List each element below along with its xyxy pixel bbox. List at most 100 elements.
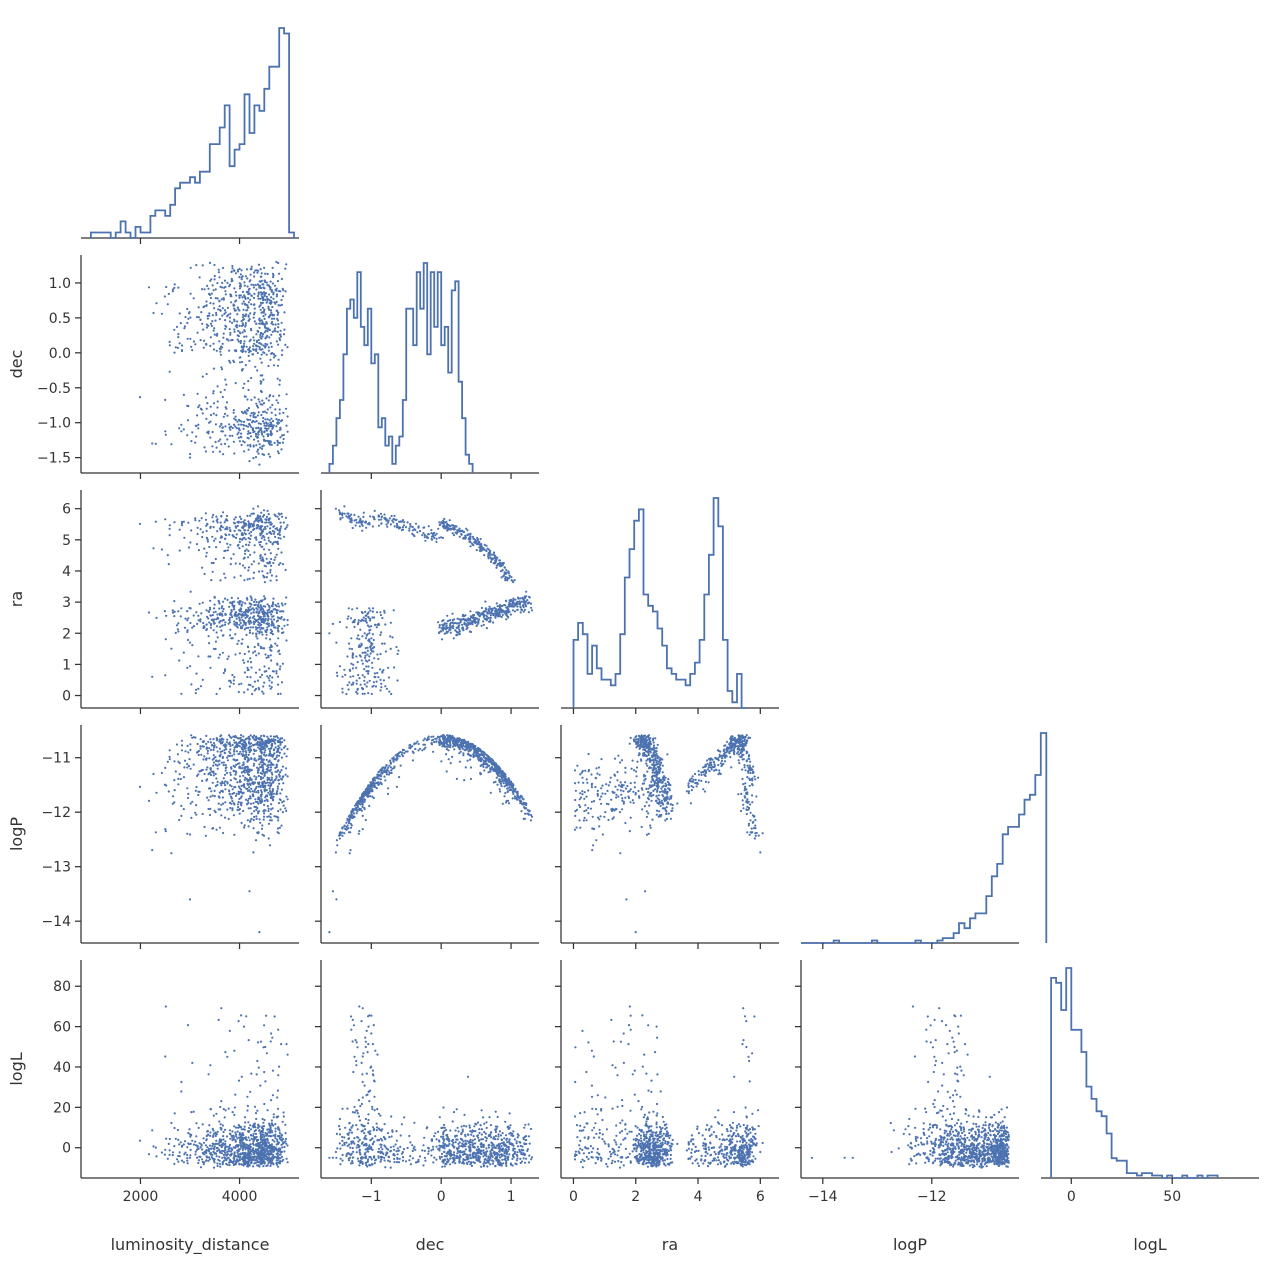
scatter-point [226, 808, 229, 811]
scatter-point [261, 301, 264, 304]
scatter-point [280, 321, 283, 324]
scatter-point [229, 543, 232, 546]
scatter-point [255, 808, 258, 812]
scatter-point [253, 551, 256, 554]
scatter-point [280, 277, 283, 281]
scatter-point [516, 605, 519, 608]
scatter-point [240, 642, 243, 645]
scatter-point [267, 349, 270, 352]
scatter-point [248, 351, 251, 354]
scatter-point [183, 536, 186, 539]
scatter-point [240, 821, 243, 825]
scatter-point [249, 605, 252, 608]
scatter-point [460, 618, 463, 621]
scatter-point [249, 595, 252, 598]
scatter-point [187, 546, 191, 549]
scatter-point [223, 752, 226, 755]
scatter-point [246, 514, 249, 518]
scatter-point [256, 271, 259, 274]
scatter-point [240, 423, 243, 426]
scatter-point [210, 770, 213, 773]
scatter-point [530, 813, 533, 817]
scatter-point [355, 655, 358, 658]
scatter-point [229, 748, 232, 751]
scatter-point [263, 538, 266, 541]
scatter-point [221, 750, 224, 753]
scatter-point [371, 607, 375, 610]
scatter-point [203, 825, 206, 829]
scatter-point [249, 268, 252, 271]
scatter-point [270, 744, 274, 748]
scatter-point [200, 753, 203, 756]
scatter-point [205, 628, 208, 632]
scatter-point [277, 536, 280, 540]
scatter-point [277, 629, 280, 632]
scatter-point [199, 685, 203, 688]
scatter-point [411, 759, 414, 762]
scatter-point [138, 785, 142, 789]
scatter-point [222, 511, 225, 514]
scatter-point [409, 523, 412, 526]
scatter-point [206, 766, 209, 769]
scatter-point [232, 682, 235, 685]
scatter-point [370, 692, 373, 696]
scatter-point [286, 623, 289, 626]
scatter-point [283, 328, 286, 331]
scatter-point [277, 517, 280, 521]
scatter-point [178, 818, 181, 822]
scatter-point [369, 647, 372, 650]
scatter-point [177, 630, 180, 633]
scatter-point [490, 608, 493, 611]
scatter-point [253, 275, 256, 278]
scatter-point [209, 795, 212, 798]
scatter-point [187, 617, 190, 620]
scatter-point [255, 402, 258, 405]
scatter-point [263, 410, 266, 413]
scatter-point [239, 435, 242, 438]
scatter-point [201, 375, 204, 378]
scatter-point [205, 623, 208, 626]
scatter-point [252, 611, 255, 614]
scatter-point [282, 746, 286, 749]
scatter-point [496, 783, 499, 786]
scatter-point [379, 778, 382, 781]
scatter-point [510, 786, 513, 789]
scatter-point [270, 803, 273, 806]
y-tick-label: 6 [62, 502, 71, 518]
scatter-point [348, 681, 351, 684]
scatter-point [231, 600, 234, 604]
scatter-point [259, 427, 263, 430]
scatter-point [274, 556, 277, 559]
scatter-point [277, 739, 280, 742]
scatter-point [451, 739, 455, 743]
scatter-point [184, 750, 187, 753]
scatter-point [269, 816, 272, 819]
scatter-point [187, 312, 191, 315]
scatter-point [280, 448, 283, 451]
scatter-point [138, 396, 142, 399]
scatter-point [241, 348, 244, 351]
scatter-point [479, 757, 482, 760]
scatter-point [258, 326, 261, 329]
scatter-point [239, 801, 242, 804]
scatter-point [268, 674, 272, 678]
scatter-point [464, 536, 467, 539]
scatter-point [266, 603, 269, 606]
scatter-point [484, 607, 487, 610]
scatter-point [247, 526, 250, 529]
panel-dec-vs-luminosity_distance: −1.5−1.0−0.50.00.51.0 [37, 255, 299, 479]
scatter-point [228, 316, 231, 319]
scatter-point [246, 669, 249, 672]
scatter-point [199, 620, 202, 623]
scatter-point [253, 650, 257, 653]
scatter-point [178, 312, 181, 315]
scatter-point [275, 672, 278, 675]
scatter-point [367, 787, 370, 790]
scatter-point [218, 541, 221, 544]
scatter-point [269, 740, 272, 744]
scatter-point [213, 607, 216, 610]
scatter-point [279, 808, 282, 811]
scatter-point [261, 306, 264, 309]
scatter-point [271, 799, 275, 802]
scatter-point [361, 635, 364, 638]
